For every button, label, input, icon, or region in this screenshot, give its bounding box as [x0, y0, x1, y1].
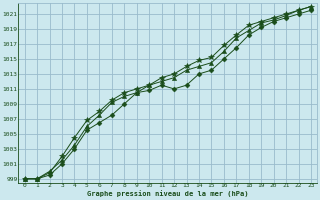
X-axis label: Graphe pression niveau de la mer (hPa): Graphe pression niveau de la mer (hPa) — [87, 190, 249, 197]
